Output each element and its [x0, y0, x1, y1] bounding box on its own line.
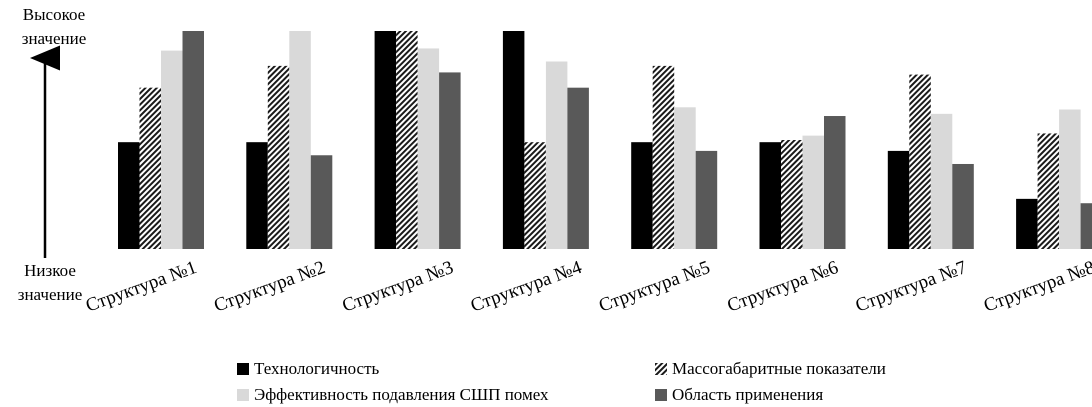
category-label-7: Структура №7 — [853, 257, 970, 317]
bar-s2-c7 — [909, 74, 931, 249]
legend-label-effektivnost: Эффективность подавления СШП помех — [254, 385, 549, 404]
bar-s4-c5 — [695, 150, 718, 249]
bar-s1-c5 — [631, 142, 653, 249]
legend-swatch-oblast — [655, 389, 667, 401]
bars-group — [118, 31, 1092, 250]
bar-s1-c3 — [374, 31, 397, 249]
bar-s3-c6 — [802, 135, 824, 249]
bar-s3-c7 — [930, 113, 953, 249]
category-labels: Структура №1 Структура №2 Структура №3 Стру… — [83, 257, 1092, 317]
bar-s2-c1 — [139, 87, 161, 250]
bar-s3-c4 — [545, 61, 568, 249]
bar-s2-c5 — [652, 65, 675, 249]
bar-s2-c3 — [396, 31, 418, 249]
legend-swatch-effektivnost — [237, 389, 249, 401]
bar-s4-c6 — [824, 116, 846, 250]
bar-s3-c2 — [289, 31, 311, 249]
bar-s2-c4 — [524, 142, 546, 249]
legend-label-oblast: Область применения — [672, 385, 823, 404]
bar-s3-c8 — [1059, 109, 1081, 249]
category-label-5: Структура №5 — [596, 257, 713, 317]
legend: Технологичность Массогабаритные показате… — [237, 359, 886, 404]
bar-s2-c2 — [267, 65, 290, 249]
bar-s2-c6 — [781, 140, 803, 249]
bar-s1-c1 — [118, 142, 140, 249]
legend-swatch-technologichnost — [237, 363, 249, 375]
category-label-1: Структура №1 — [83, 257, 200, 317]
bar-s3-c3 — [417, 48, 440, 249]
bar-s1-c2 — [246, 142, 268, 249]
bar-s4-c4 — [567, 87, 589, 250]
bar-s1-c4 — [502, 31, 525, 249]
bar-s4-c2 — [310, 155, 333, 249]
bar-s3-c5 — [674, 107, 696, 249]
category-label-2: Структура №2 — [211, 257, 328, 317]
bar-s4-c8 — [1080, 203, 1092, 249]
bar-s4-c7 — [952, 163, 974, 249]
bar-s1-c7 — [887, 150, 910, 249]
category-label-6: Структура №6 — [724, 257, 841, 317]
bar-s3-c1 — [161, 50, 183, 250]
bar-s4-c1 — [182, 31, 204, 249]
category-label-4: Структура №4 — [468, 257, 585, 317]
category-label-3: Структура №3 — [340, 257, 457, 317]
bar-s2-c8 — [1037, 133, 1060, 249]
y-low-label-line2: значение — [18, 285, 83, 304]
y-high-label-line2: значение — [22, 29, 87, 48]
bar-s1-c8 — [1016, 198, 1038, 249]
legend-label-massogabarit: Массогабаритные показатели — [672, 359, 886, 378]
y-high-label-line1: Высокое — [23, 5, 85, 24]
y-low-label-line1: Низкое — [24, 261, 76, 280]
bar-s4-c3 — [439, 72, 461, 249]
legend-swatch-massogabarit — [655, 363, 667, 375]
bar-s1-c6 — [759, 142, 781, 249]
category-label-8: Структура №8 — [981, 257, 1092, 317]
legend-label-technologichnost: Технологичность — [254, 359, 380, 378]
